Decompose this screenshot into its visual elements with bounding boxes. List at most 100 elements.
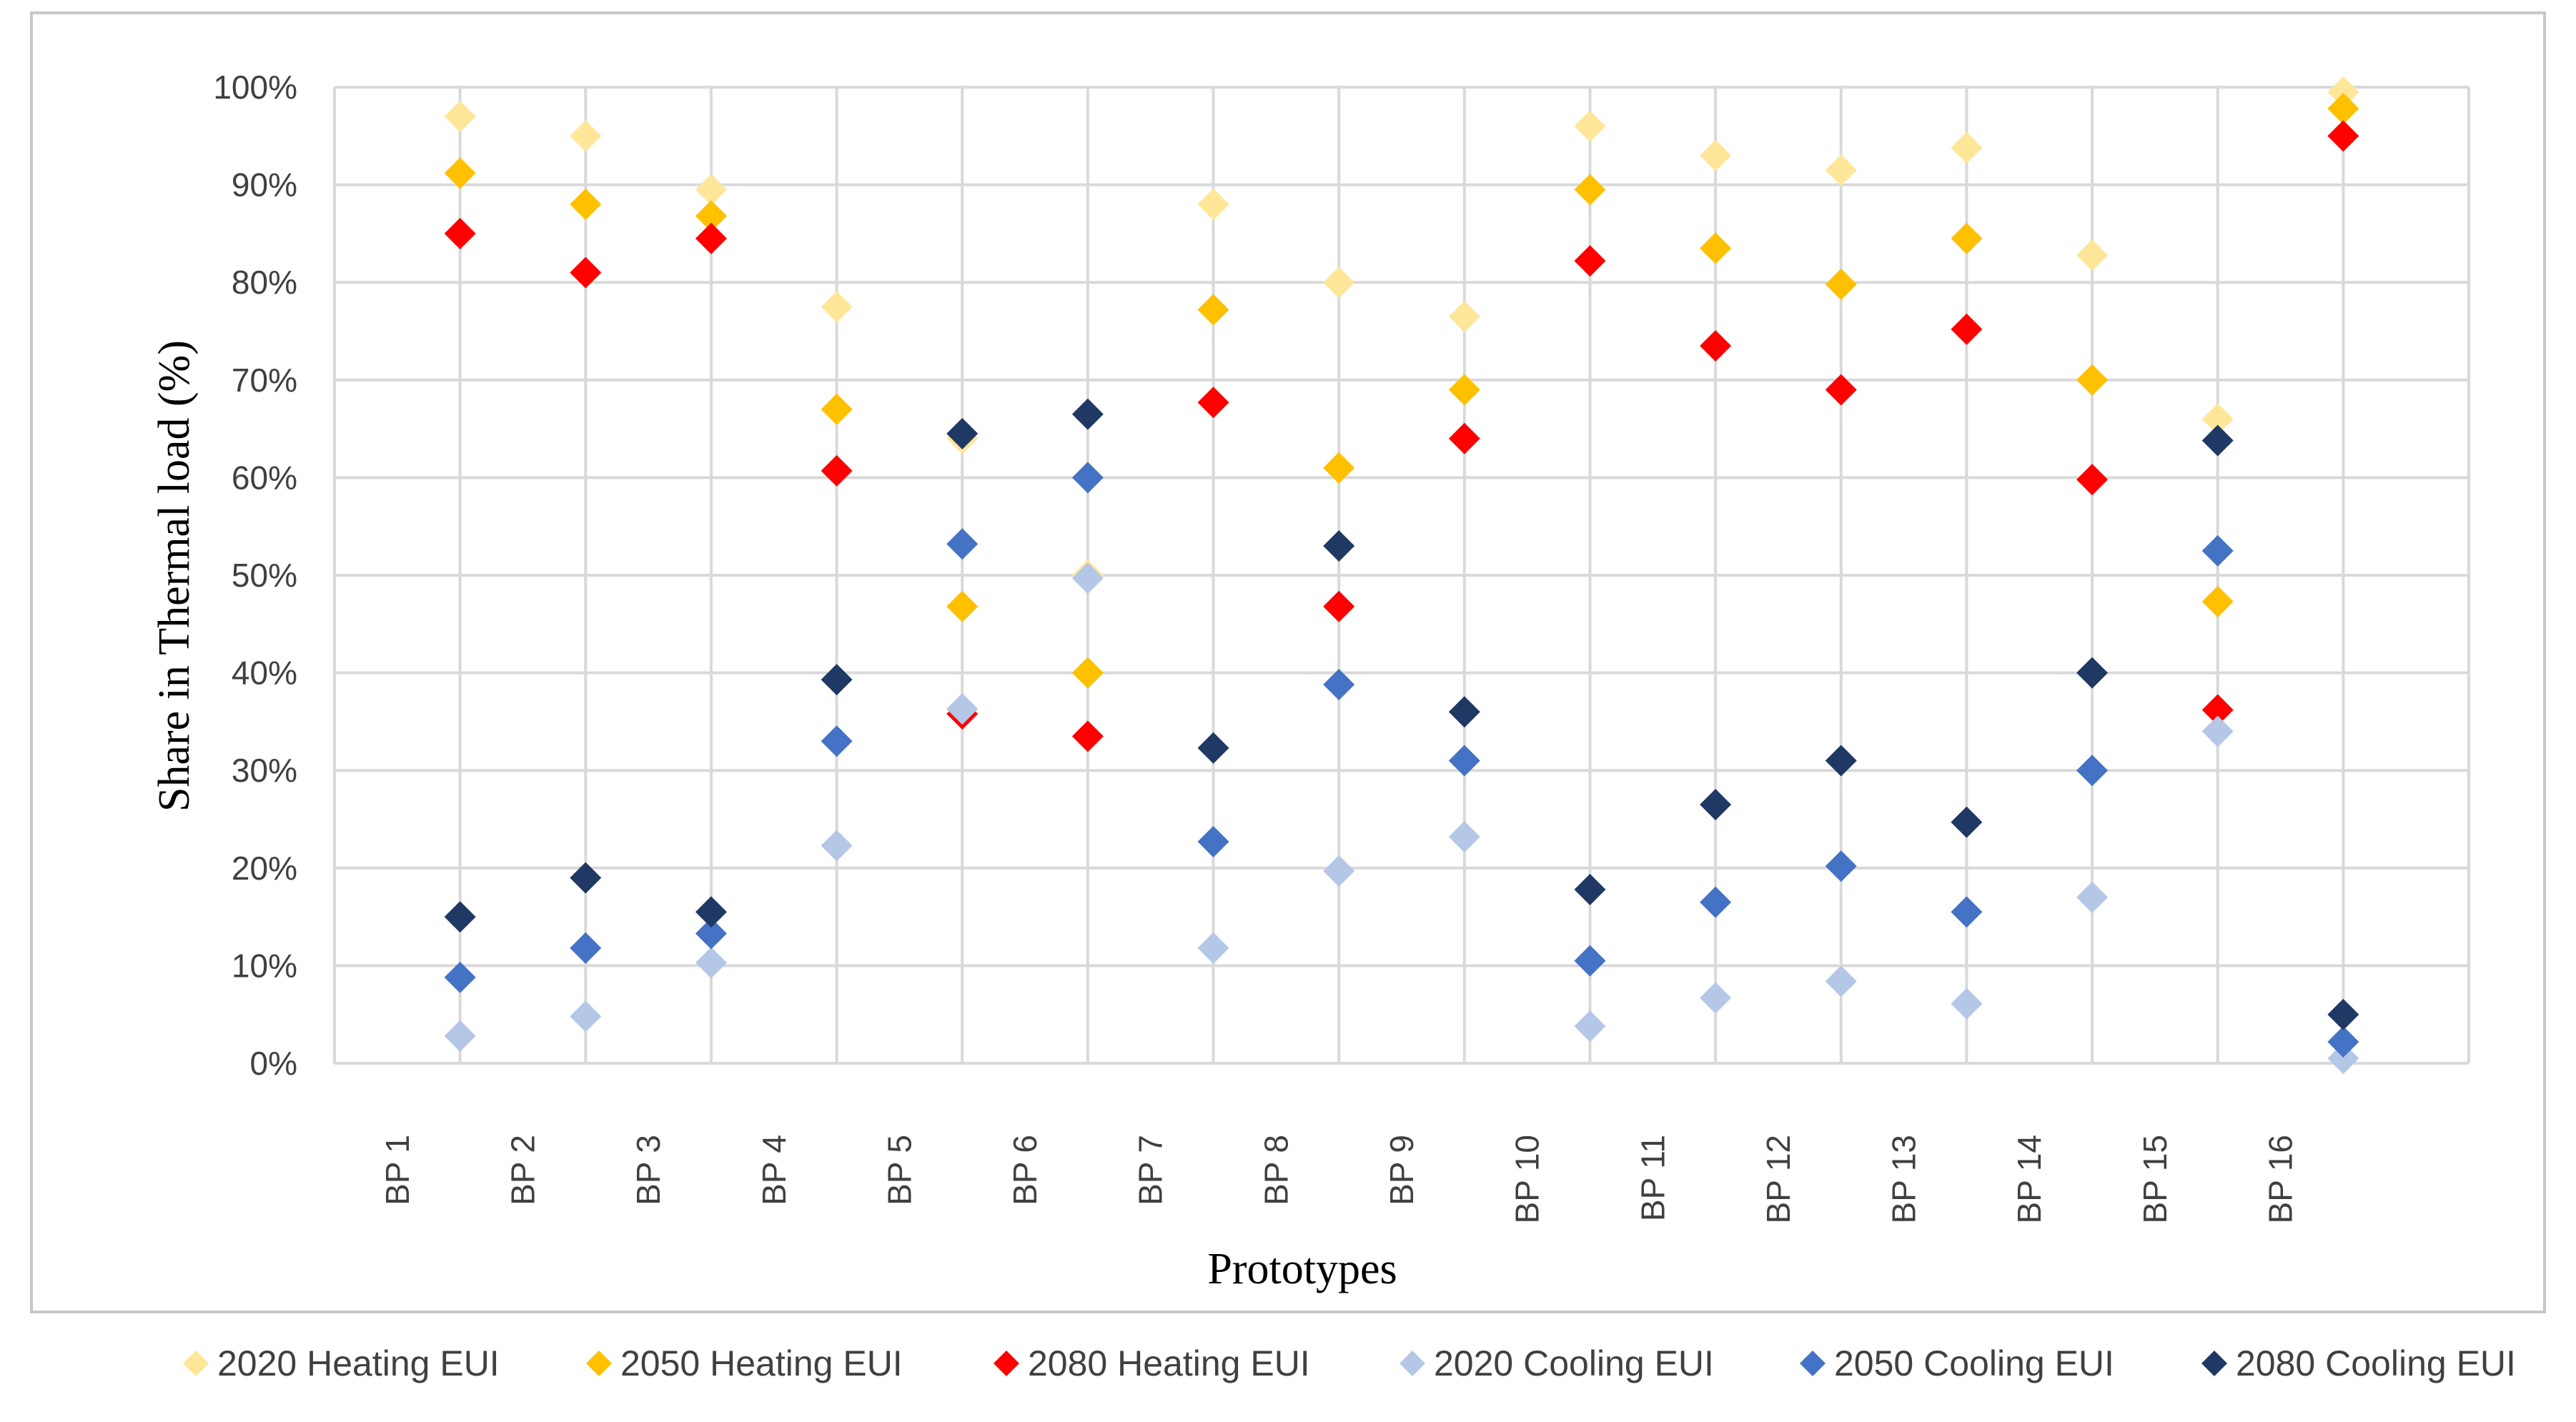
data-point-3: [1448, 422, 1480, 454]
y-tick-label: 10%: [232, 947, 297, 984]
data-point-5: [570, 932, 602, 964]
legend-item: 2020 Cooling EUI: [1400, 1343, 1714, 1383]
legend: 2020 Heating EUI 2050 Heating EUI 2080 Hea…: [183, 1343, 2516, 1383]
data-point-6: [1448, 696, 1480, 728]
legend-marker: [1800, 1351, 1826, 1376]
data-point-3: [2076, 464, 2109, 496]
data-point-4: [946, 693, 979, 725]
data-point-3: [1951, 313, 1983, 345]
y-tick-label: 90%: [232, 166, 297, 204]
legend-label: 2020 Heating EUI: [217, 1343, 500, 1383]
data-point-3: [1197, 387, 1229, 419]
data-point-1: [1825, 154, 1857, 187]
data-point-2: [1071, 657, 1104, 689]
y-tick-label: 50%: [232, 557, 297, 594]
x-tick-label: BP 14: [2011, 1135, 2048, 1223]
data-point-3: [570, 257, 602, 289]
data-point-1: [695, 174, 727, 206]
x-tick-label: BP 8: [1257, 1135, 1294, 1205]
data-point-4: [570, 1000, 602, 1033]
data-point-4: [1448, 821, 1480, 853]
data-point-5: [1574, 945, 1606, 977]
data-point-6: [946, 417, 979, 449]
data-point-6: [2327, 998, 2359, 1030]
data-point-1: [2076, 239, 2109, 271]
data-point-2: [570, 188, 602, 220]
data-point-4: [2201, 715, 2234, 747]
data-point-4: [444, 1020, 476, 1052]
x-tick-label: BP 5: [881, 1135, 918, 1205]
y-tick-label: 30%: [232, 752, 297, 789]
data-point-3: [1071, 720, 1104, 752]
data-point-2: [1197, 294, 1229, 326]
data-point-3: [2327, 120, 2359, 152]
data-point-2: [1700, 232, 1732, 264]
legend-label: 2050 Cooling EUI: [1834, 1343, 2114, 1383]
data-point-1: [1951, 131, 1983, 164]
x-tick-label: BP 13: [1886, 1135, 1923, 1223]
legend-label: 2080 Cooling EUI: [2236, 1343, 2516, 1383]
data-point-6: [1197, 732, 1229, 764]
data-point-1: [570, 120, 602, 152]
x-tick-label: BP 4: [756, 1135, 793, 1205]
data-point-2: [2201, 585, 2234, 617]
data-point-3: [821, 454, 853, 487]
data-point-2: [946, 590, 979, 622]
data-point-2: [695, 200, 727, 232]
x-tick-label: BP 16: [2262, 1135, 2299, 1223]
x-tick-label: BP 2: [504, 1135, 541, 1205]
data-point-1: [1323, 267, 1355, 299]
legend-item: 2020 Heating EUI: [183, 1343, 500, 1383]
data-point-6: [1700, 789, 1732, 821]
data-point-5: [2201, 535, 2234, 567]
data-point-3: [1323, 590, 1355, 622]
data-point-1: [1574, 110, 1606, 142]
x-tick-label: BP 7: [1132, 1135, 1169, 1205]
data-point-4: [1700, 982, 1732, 1014]
data-point-3: [1574, 245, 1606, 277]
data-point-4: [1071, 562, 1104, 595]
legend-item: 2050 Cooling EUI: [1800, 1343, 2114, 1383]
y-tick-label: 40%: [232, 655, 297, 692]
data-point-6: [2076, 657, 2109, 689]
data-point-3: [1700, 329, 1732, 362]
data-point-3: [695, 222, 727, 254]
data-point-5: [1197, 825, 1229, 857]
x-axis-title: Prototypes: [1207, 1245, 1397, 1293]
legend-item: 2080 Heating EUI: [994, 1343, 1310, 1383]
x-axis-ticks: BP 1 BP 2 BP 3 BP 4 BP 5 BP 6 BP 7 BP 8 BP 9 BP 1…: [379, 1135, 2299, 1223]
data-point-2: [444, 157, 476, 189]
x-tick-label: BP 15: [2136, 1135, 2174, 1223]
data-point-6: [1323, 530, 1355, 562]
legend-marker: [586, 1351, 612, 1376]
data-point-5: [2327, 1025, 2359, 1058]
legend-item: 2080 Cooling EUI: [2201, 1343, 2516, 1383]
data-point-1: [2201, 403, 2234, 435]
data-point-1: [2327, 76, 2359, 108]
data-point-4: [2076, 881, 2109, 913]
data-point-4: [821, 830, 853, 862]
legend-label: 2080 Heating EUI: [1028, 1343, 1310, 1383]
data-point-4: [1825, 965, 1857, 998]
y-tick-label: 0%: [250, 1045, 297, 1082]
data-point-6: [1574, 873, 1606, 905]
data-point-2: [1448, 374, 1480, 406]
data-point-6: [1825, 745, 1857, 777]
x-tick-label: BP 9: [1383, 1135, 1420, 1205]
data-point-1: [444, 100, 476, 132]
data-point-4: [1951, 988, 1983, 1020]
data-point-4: [1323, 855, 1355, 887]
y-axis-ticks: 0% 10% 20% 30% 40% 50% 60% 70% 80% 90% 100%: [213, 69, 297, 1082]
data-point-2: [1323, 452, 1355, 484]
y-tick-label: 100%: [213, 69, 297, 106]
x-tick-label: BP 12: [1760, 1135, 1797, 1223]
data-point-2: [1951, 222, 1983, 254]
data-point-6: [1951, 806, 1983, 838]
y-tick-label: 20%: [232, 850, 297, 887]
data-point-2: [2327, 93, 2359, 125]
legend-item: 2050 Heating EUI: [586, 1343, 903, 1383]
chart-border: [30, 11, 2546, 1313]
data-point-2: [1574, 174, 1606, 206]
legend-label: 2050 Heating EUI: [620, 1343, 903, 1383]
